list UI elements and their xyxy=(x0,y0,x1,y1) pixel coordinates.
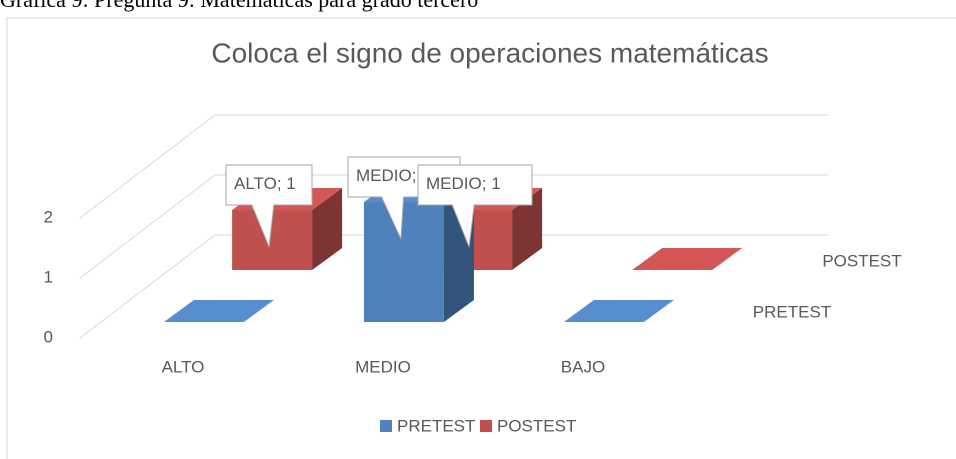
label-category: MEDIO xyxy=(426,174,482,193)
legend-swatch xyxy=(480,420,492,432)
bar-top xyxy=(163,300,274,323)
callout xyxy=(417,164,533,248)
y-tick-label: 0 xyxy=(44,327,53,346)
bar xyxy=(563,300,674,323)
callout xyxy=(225,164,313,248)
legend-label: POSTEST xyxy=(497,416,576,435)
data-label: ALTO; 1 xyxy=(225,164,313,248)
label-separator: ; xyxy=(412,166,421,185)
label-category: MEDIO xyxy=(356,166,412,185)
label-value: 1 xyxy=(491,174,500,193)
y-tick-label: 2 xyxy=(44,207,53,226)
legend-label: PRETEST xyxy=(397,416,475,435)
bar-side xyxy=(512,188,543,271)
data-label-text: ALTO; 1 xyxy=(234,174,296,193)
label-separator: ; xyxy=(482,174,491,193)
data-label-text: MEDIO; 1 xyxy=(426,174,501,193)
bar-front xyxy=(363,202,444,323)
chart-title: Coloca el signo de operaciones matemátic… xyxy=(211,37,768,68)
data-label: MEDIO; 1 xyxy=(417,164,533,248)
grid-line xyxy=(79,234,828,339)
caption: Gráfica 9: Pregunta 9: Matemáticas para … xyxy=(0,0,478,12)
grid-line xyxy=(79,174,828,279)
grid-line xyxy=(79,114,828,219)
x-tick-label: MEDIO xyxy=(355,357,411,376)
label-value: 1 xyxy=(286,174,295,193)
legend-swatch xyxy=(380,420,392,432)
y-tick-label: 1 xyxy=(44,267,53,286)
label-category: ALTO xyxy=(234,174,277,193)
bar-side xyxy=(312,188,343,271)
chart-frame xyxy=(6,17,956,459)
bar-top xyxy=(632,248,743,271)
depth-label: PRETEST xyxy=(753,302,831,321)
bar-top xyxy=(563,300,674,323)
bar xyxy=(163,300,274,323)
x-tick-label: BAJO xyxy=(561,357,605,376)
depth-label: POSTEST xyxy=(822,251,901,270)
label-separator: ; xyxy=(277,174,286,193)
x-tick-label: ALTO xyxy=(162,357,205,376)
bar xyxy=(632,248,743,271)
